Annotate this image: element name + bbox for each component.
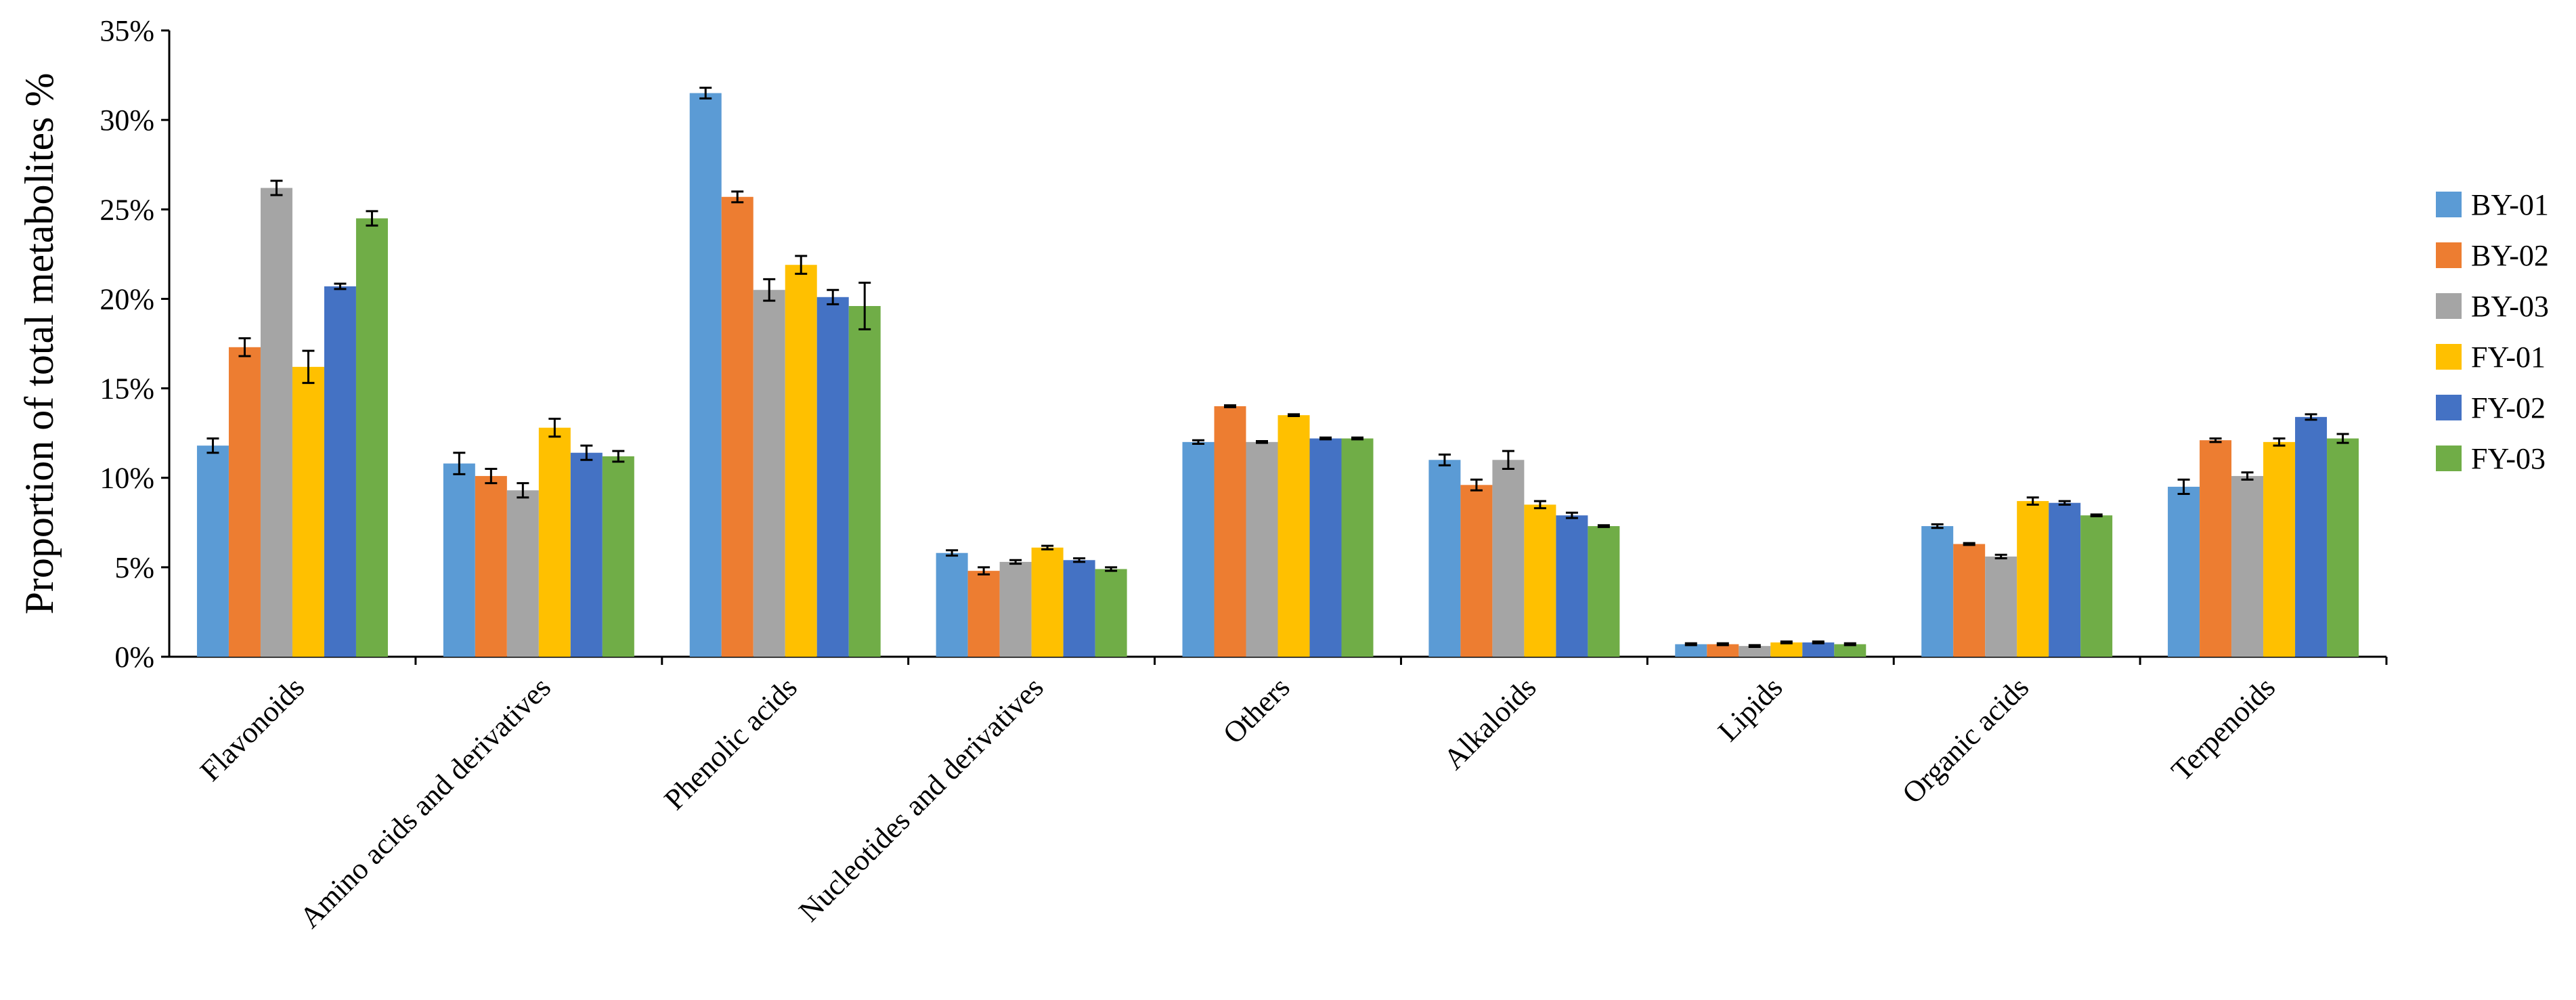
y-tick-label: 15% xyxy=(100,372,154,406)
bar xyxy=(1953,544,1986,657)
bar xyxy=(1095,569,1127,657)
bar xyxy=(1921,526,1954,657)
bar xyxy=(1770,642,1803,657)
bar xyxy=(196,445,229,657)
bar xyxy=(570,452,603,657)
bar xyxy=(1834,644,1866,657)
bar xyxy=(1182,441,1215,657)
bar xyxy=(2327,438,2359,657)
bar xyxy=(967,571,1000,657)
y-tick-label: 20% xyxy=(100,282,154,316)
bar xyxy=(538,427,571,657)
bar xyxy=(2200,440,2232,657)
legend-label: FY-01 xyxy=(2471,341,2546,374)
bar xyxy=(324,286,356,657)
x-tick-label: Alkaloids xyxy=(1437,670,1543,776)
bar xyxy=(1675,644,1707,657)
bar xyxy=(1739,646,1771,657)
y-tick-label: 25% xyxy=(100,193,154,226)
legend-swatch xyxy=(2436,344,2462,370)
bar xyxy=(2049,502,2081,657)
bar xyxy=(785,265,817,657)
bar xyxy=(292,366,324,657)
y-tick-label: 35% xyxy=(100,14,154,47)
bar xyxy=(1428,460,1461,657)
bar xyxy=(1063,560,1095,657)
bar xyxy=(2263,441,2296,657)
bar xyxy=(2080,515,2113,657)
y-axis-title: Proportion of total metabolites % xyxy=(17,73,62,615)
bar xyxy=(2231,476,2264,657)
legend-label: FY-02 xyxy=(2471,391,2546,425)
x-tick-label: Phenolic acids xyxy=(658,670,804,816)
legend: BY-01 BY-02 BY-03 FY-01 FY-02 FY-03 xyxy=(2436,188,2549,475)
x-tick-label: Nucleotides and derivatives xyxy=(792,670,1049,928)
bar xyxy=(506,490,539,657)
bar xyxy=(2295,416,2328,657)
bar xyxy=(1985,557,2017,657)
y-tick-label: 0% xyxy=(114,640,154,674)
bar xyxy=(1341,438,1374,657)
bar xyxy=(689,93,722,657)
bar xyxy=(1556,515,1588,657)
bar xyxy=(1492,460,1525,657)
legend-swatch xyxy=(2436,293,2462,319)
legend-label: BY-03 xyxy=(2471,290,2549,323)
legend-swatch xyxy=(2436,445,2462,471)
bar xyxy=(1309,438,1342,657)
bar xyxy=(1031,547,1064,657)
bar xyxy=(443,463,475,657)
legend-label: BY-02 xyxy=(2471,239,2549,272)
bar xyxy=(816,297,849,657)
legend-label: FY-03 xyxy=(2471,442,2546,475)
bar xyxy=(1524,504,1556,657)
bar xyxy=(602,456,634,657)
bar xyxy=(355,218,388,657)
bar xyxy=(228,347,261,657)
y-tick-label: 30% xyxy=(100,104,154,137)
x-tick-label: Terpenoids xyxy=(2165,670,2282,787)
legend-label: BY-01 xyxy=(2471,188,2549,221)
x-tick-label: Organic acids xyxy=(1896,670,2035,810)
bar xyxy=(936,552,968,657)
bar xyxy=(1214,406,1246,657)
bar xyxy=(2168,486,2200,657)
bars xyxy=(196,93,2359,657)
legend-swatch xyxy=(2436,192,2462,217)
y-tick-label: 10% xyxy=(100,462,154,495)
y-tick-label: 5% xyxy=(114,551,154,584)
bar xyxy=(1588,526,1620,657)
x-tick-label: Lipids xyxy=(1711,670,1789,747)
legend-swatch xyxy=(2436,242,2462,268)
x-tick-label: Amino acids and derivatives xyxy=(293,670,557,934)
legend-swatch xyxy=(2436,395,2462,420)
bar xyxy=(721,196,754,657)
bar xyxy=(260,188,292,657)
bar xyxy=(1246,441,1278,657)
bar xyxy=(1802,642,1835,657)
x-tick-label: Others xyxy=(1217,670,1296,750)
bar xyxy=(1707,644,1739,657)
error-bars xyxy=(206,87,2349,648)
bar xyxy=(1460,485,1493,657)
x-tick-label: Flavonoids xyxy=(194,670,311,787)
bar xyxy=(1278,415,1310,657)
bar xyxy=(848,306,881,657)
bar xyxy=(475,476,507,657)
bar xyxy=(999,561,1032,657)
bar xyxy=(753,290,785,657)
bar xyxy=(2017,501,2049,657)
